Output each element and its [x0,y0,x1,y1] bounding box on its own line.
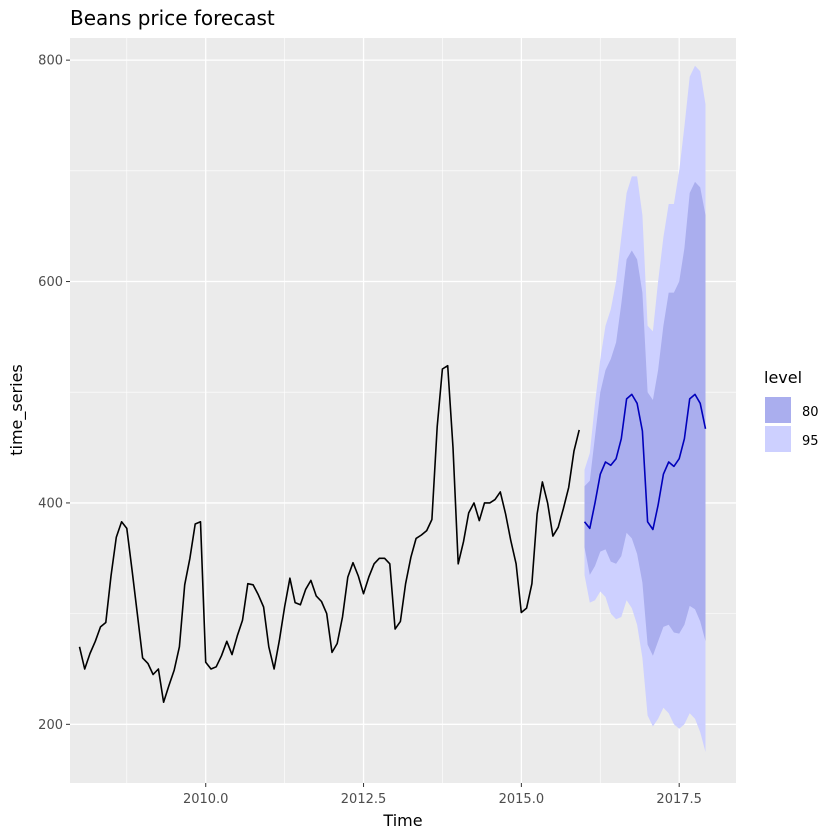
legend-swatch-80 [765,397,791,423]
band-80 [584,181,706,656]
y-tick-label: 400 [38,496,63,511]
y-axis: 200 400 600 800 [38,54,70,733]
x-axis: 2010.0 2012.5 2015.0 2017.5 [183,783,702,807]
y-tick-label: 200 [38,718,63,733]
y-tick-label: 800 [38,54,63,69]
y-tick-label: 600 [38,275,63,290]
x-tick-label: 2012.5 [341,792,387,807]
x-tick-label: 2017.5 [656,792,702,807]
y-axis-title: time_series [7,364,27,456]
x-tick-label: 2015.0 [499,792,545,807]
legend: level 80 95 [764,368,819,452]
legend-title: level [764,368,802,387]
x-tick-label: 2010.0 [183,792,229,807]
legend-label-80: 80 [802,405,819,420]
prediction-intervals [584,65,706,752]
chart-title: Beans price forecast [70,6,275,30]
legend-label-95: 95 [802,434,819,449]
x-axis-title: Time [382,811,422,830]
forecast-mean-line [583,393,707,531]
legend-swatch-95 [765,426,791,452]
series-lines [78,364,707,703]
history-line [78,364,580,703]
